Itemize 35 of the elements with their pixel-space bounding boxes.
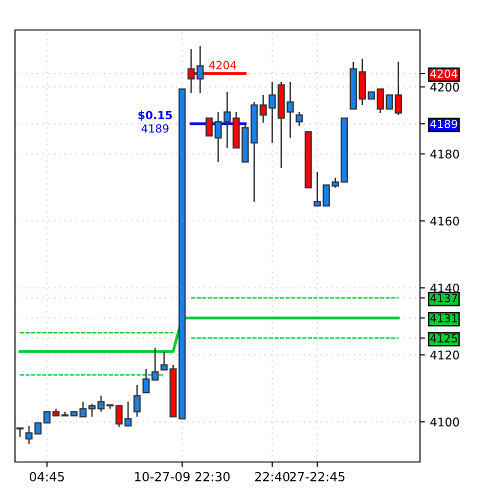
candlestick xyxy=(43,411,51,424)
x-tick-label: 10-27-09 22:30 xyxy=(135,472,230,482)
candlestick xyxy=(386,94,393,110)
x-tick-label: 22:40 xyxy=(255,472,290,482)
candlestick xyxy=(376,88,384,114)
y-tick-label: 4131 xyxy=(430,314,457,322)
x-tick-label: 04:45 xyxy=(30,472,64,482)
y-tick-label: 4100 xyxy=(430,418,459,426)
candlestick xyxy=(115,405,123,428)
candlestick xyxy=(133,384,141,418)
candlestick xyxy=(124,401,132,427)
candlestick xyxy=(79,401,87,418)
candlestick xyxy=(25,425,33,445)
candlestick xyxy=(394,61,402,116)
y-tick-label: 4200 xyxy=(430,82,459,92)
candlestick xyxy=(142,368,150,394)
y-tick-label: 4180 xyxy=(430,150,459,159)
y-tick-label: 4140 xyxy=(430,284,459,293)
candlestick xyxy=(296,111,303,126)
candlestick xyxy=(34,422,42,434)
candlestick xyxy=(88,403,96,418)
x-tick-label: 27-22:45 xyxy=(290,472,344,482)
y-tick-label: 4125 xyxy=(430,334,458,342)
candlestick xyxy=(160,351,168,371)
annotation: 4189 xyxy=(142,124,168,133)
annotation: 4204 xyxy=(209,60,236,70)
candlestick xyxy=(152,347,159,381)
candlestick xyxy=(196,45,204,94)
y-tick-label: 4137 xyxy=(430,294,458,302)
annotation: $0.15 xyxy=(138,110,172,121)
y-tick-label: 4189 xyxy=(430,120,458,128)
y-tick-label: 4204 xyxy=(430,70,458,78)
y-tick-label: 4120 xyxy=(430,350,459,360)
y-tick-label: 4160 xyxy=(430,216,459,226)
candlestick xyxy=(97,395,105,412)
